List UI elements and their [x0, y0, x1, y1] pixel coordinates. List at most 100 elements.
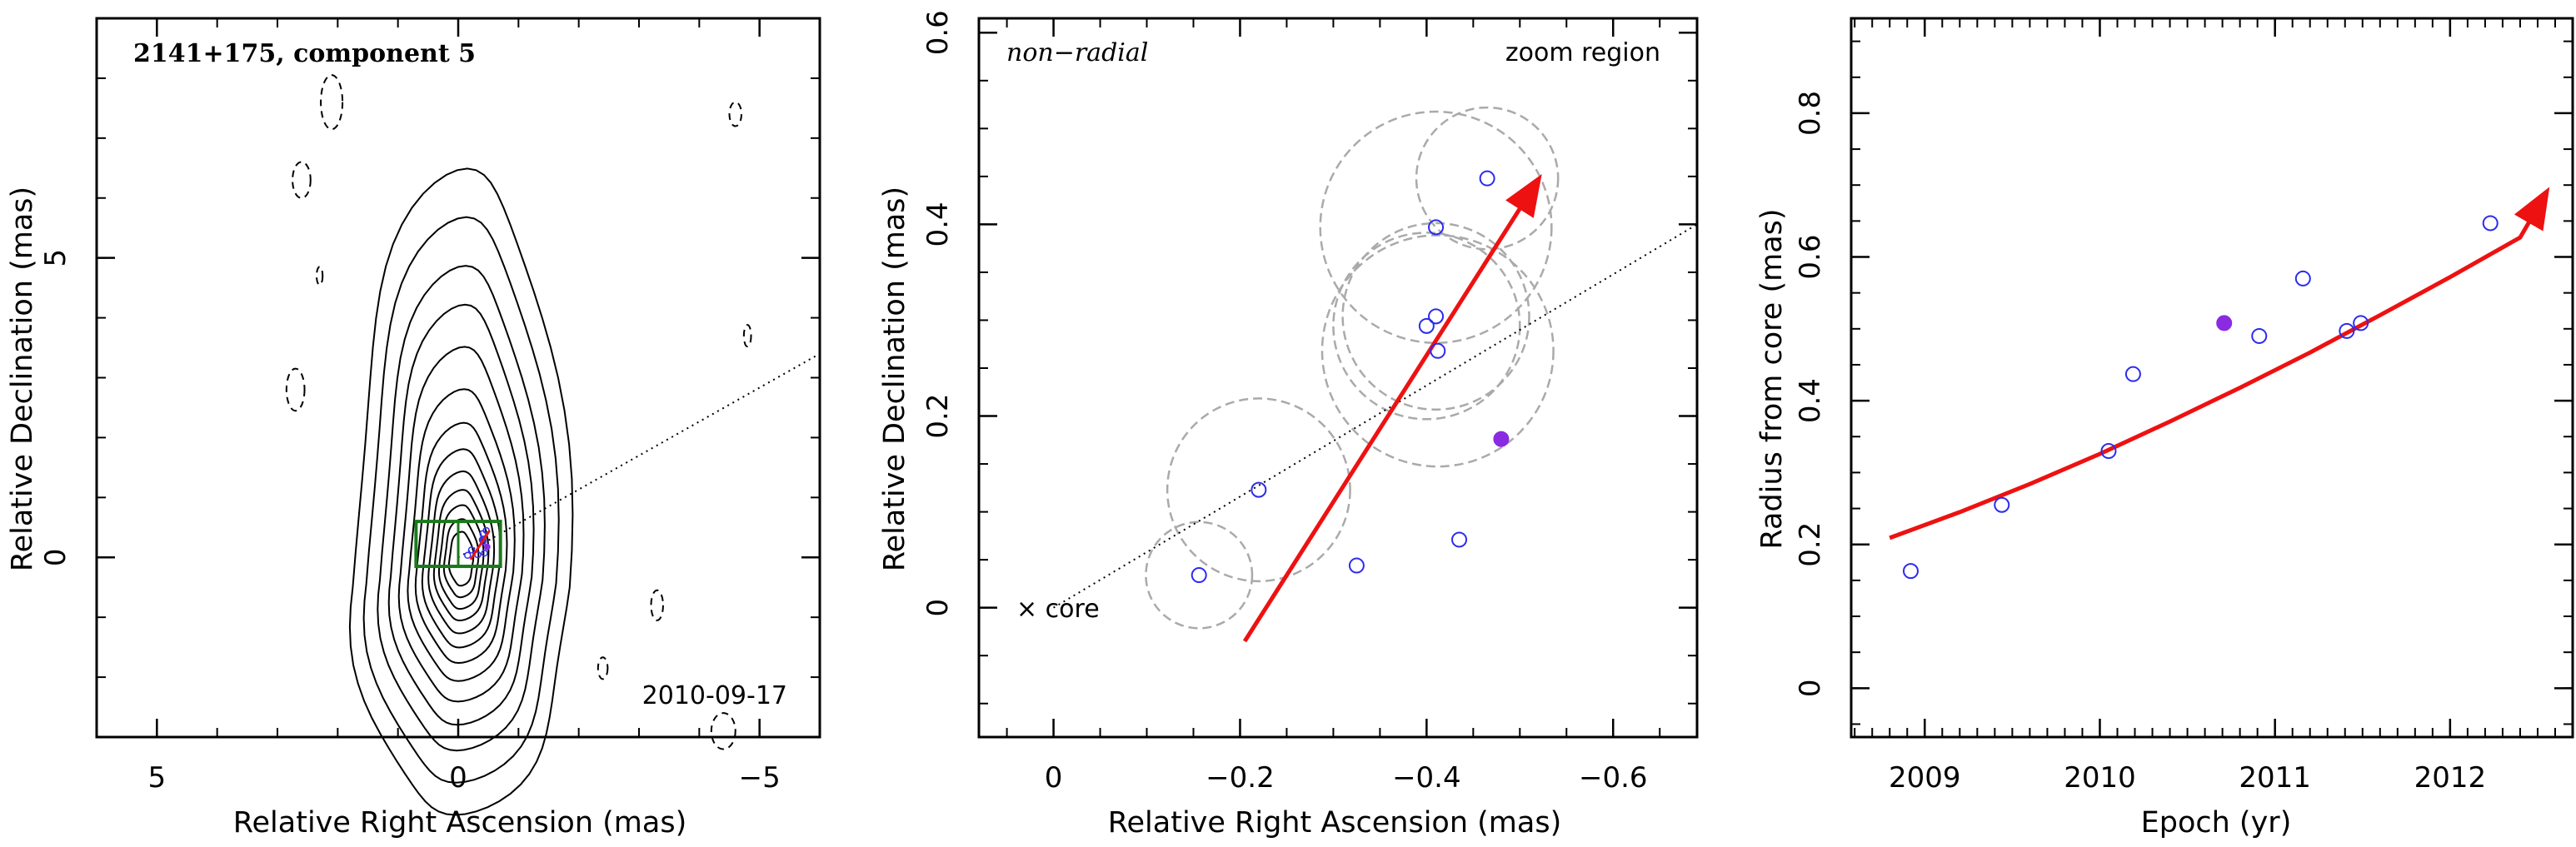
- position-error-circle: [1332, 232, 1521, 421]
- y-axis-label: Relative Declination (mas): [6, 187, 39, 571]
- negative-contour: [285, 367, 306, 412]
- panel-marks: [1053, 106, 1698, 643]
- x-tick-label: 2009: [1889, 761, 1961, 795]
- positive-contour: [447, 531, 475, 587]
- position-error-circle: [1341, 222, 1530, 411]
- y-tick-label: 5: [39, 249, 72, 267]
- position-error-circle: [1320, 234, 1555, 468]
- y-tick-label: 0.8: [1794, 91, 1827, 136]
- data-point: [1348, 557, 1365, 574]
- y-tick-label: 0: [921, 599, 955, 617]
- data-point: [2339, 322, 2355, 339]
- panel-marks: [414, 352, 821, 569]
- y-tick-label: 0.4: [921, 202, 955, 247]
- positive-contour: [437, 504, 485, 610]
- position-error-circle: [1415, 106, 1560, 251]
- plot-frame: [977, 17, 1699, 739]
- tick-group: 5 0 −5 0 5: [39, 17, 821, 795]
- data-point: [2124, 366, 2141, 382]
- positive-contour: [414, 421, 508, 665]
- x-axis-label: Epoch (yr): [2141, 806, 2292, 840]
- y-tick-label: 0.6: [921, 10, 955, 55]
- positive-contour: [442, 518, 480, 599]
- epoch-date-label: 2010-09-17: [642, 681, 787, 710]
- component-position-marker: [464, 551, 472, 560]
- y-tick-label: 0: [39, 548, 72, 566]
- component-position-marker: [467, 546, 476, 554]
- position-error-circle: [1145, 521, 1254, 630]
- y-tick-label: 0.2: [1794, 522, 1827, 567]
- y-tick-label: 0.4: [1794, 378, 1827, 423]
- data-point: [2294, 270, 2311, 286]
- data-point: [1902, 563, 1919, 580]
- negative-contour: [292, 161, 312, 199]
- negative-contour: [650, 589, 664, 621]
- data-point: [2482, 215, 2499, 232]
- core-label: × core: [1016, 595, 1100, 624]
- negative-contour: [710, 712, 736, 750]
- x-tick-label: 0: [449, 761, 467, 795]
- panel-vlbi-image: 2141+175, component 5 2010-09-17 5 0 −5 05 …: [6, 17, 821, 840]
- x-tick-label: −0.6: [1579, 761, 1648, 795]
- tick-group: 0 −0.2 −0.4 −0.6 0 0.2 0.4 0.6: [921, 10, 1697, 795]
- component-motion-arrow: [1242, 173, 1542, 643]
- panel-zoom-region: non−radial zoom region × core 0 −0.2 −0.4 −…: [878, 10, 1699, 840]
- y-tick-label: 0.2: [921, 393, 955, 438]
- data-point: [2251, 327, 2268, 344]
- positive-contour: [387, 303, 535, 726]
- x-axis-label: Relative Right Ascension (mas): [1108, 806, 1561, 840]
- position-error-circle: [1319, 110, 1553, 344]
- data-point: [1451, 531, 1468, 548]
- motion-fit-curve: [1889, 187, 2550, 541]
- data-point: [2353, 315, 2369, 331]
- tick-group: 2009 2010 2011 2012 0 0.2 0.4 0.6 0.8: [1794, 18, 2574, 795]
- x-axis-label: Relative Right Ascension (mas): [233, 806, 686, 840]
- data-point: [1430, 342, 1446, 359]
- data-point: [1251, 481, 1267, 498]
- plot-frame: [95, 17, 821, 739]
- x-tick-label: 2011: [2239, 761, 2311, 795]
- x-tick-label: 2010: [2064, 761, 2136, 795]
- positive-contour: [397, 346, 525, 703]
- x-tick-label: 0: [1045, 761, 1063, 795]
- non-radial-label: non−radial: [1006, 38, 1148, 67]
- contour-group: [285, 74, 752, 816]
- data-point: [1994, 496, 2010, 513]
- positive-contour: [407, 388, 516, 682]
- x-tick-label: −0.4: [1392, 761, 1461, 795]
- component-position-marker-filled: [483, 543, 491, 551]
- data-point: [1418, 317, 1435, 334]
- x-tick-label: −5: [739, 761, 781, 795]
- y-tick-label: 0: [1794, 679, 1827, 697]
- zoom-region-label: zoom region: [1505, 38, 1660, 67]
- y-axis-label: Radius from core (mas): [1755, 208, 1789, 549]
- radial-direction-line: [457, 352, 821, 559]
- positive-contour: [362, 216, 560, 784]
- x-tick-label: 5: [148, 761, 167, 795]
- negative-contour: [728, 101, 742, 127]
- panel-marks: [1889, 187, 2550, 580]
- positive-contour: [348, 167, 574, 816]
- y-axis-label: Relative Declination (mas): [878, 187, 911, 571]
- data-point: [2100, 443, 2117, 460]
- data-point: [1428, 219, 1445, 236]
- negative-contour: [742, 324, 752, 348]
- panel-radius-vs-epoch: 2009 2010 2011 2012 0 0.2 0.4 0.6 0.8 Epoch (yr)…: [1755, 17, 2574, 840]
- position-error-circle: [1166, 397, 1351, 583]
- y-tick-label: 0.6: [1794, 234, 1827, 279]
- positive-contour: [377, 265, 546, 752]
- negative-contour: [597, 656, 609, 680]
- radial-direction-line: [1053, 223, 1698, 609]
- x-tick-label: −0.2: [1206, 761, 1275, 795]
- source-title: 2141+175, component 5: [133, 39, 476, 68]
- data-point-filled: [1493, 431, 1510, 447]
- negative-contour: [320, 74, 344, 131]
- data-point-filled: [2216, 315, 2233, 331]
- data-point: [1479, 170, 1495, 187]
- data-point: [1428, 308, 1445, 325]
- x-tick-label: 2012: [2414, 761, 2487, 795]
- component-motion-arrow-small: [469, 530, 491, 561]
- plot-frame: [1850, 17, 2574, 739]
- data-point: [1191, 567, 1207, 584]
